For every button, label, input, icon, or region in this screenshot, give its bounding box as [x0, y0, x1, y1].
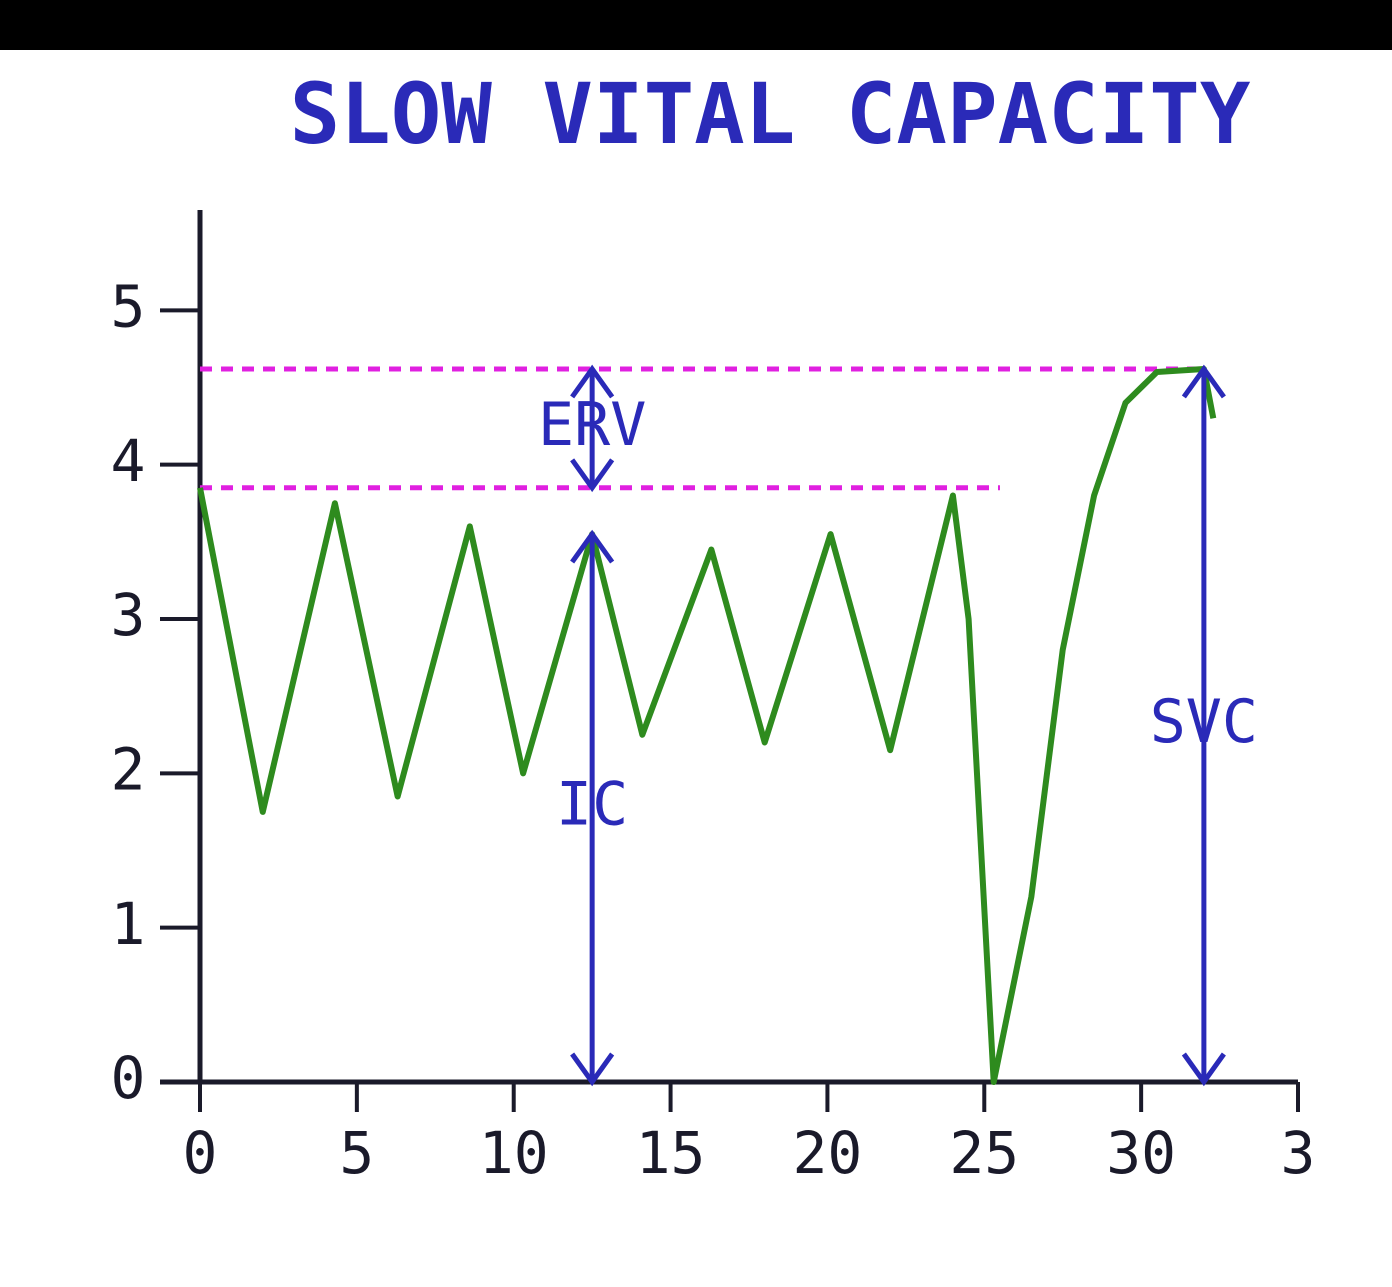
x-tick-label: 15 [636, 1119, 706, 1187]
y-tick-label: 4 [111, 427, 146, 495]
arrow-head [570, 458, 615, 493]
arrow-label: ERV [538, 390, 646, 460]
x-tick-label: 5 [339, 1119, 374, 1187]
y-tick-label: 3 [111, 581, 146, 649]
x-tick-label: 25 [949, 1119, 1019, 1187]
x-tick-label: 10 [479, 1119, 549, 1187]
arrow-label: IC [556, 770, 628, 840]
x-tick-label: 20 [793, 1119, 863, 1187]
arrow [1181, 364, 1226, 1087]
y-tick-label: 2 [111, 735, 146, 803]
arrow-head [1181, 364, 1226, 399]
top-bar [0, 0, 1392, 50]
y-tick-label: 0 [111, 1044, 146, 1112]
chart-title: SLOW VITAL CAPACITY [290, 65, 1251, 163]
arrow-head [570, 1052, 615, 1087]
arrow [570, 364, 615, 493]
x-tick-label: 0 [183, 1119, 218, 1187]
x-tick-label: 30 [1106, 1119, 1176, 1187]
arrow [570, 529, 615, 1087]
arrow-head [1181, 1052, 1226, 1087]
data-line [197, 365, 1217, 1085]
y-tick-label: 1 [111, 890, 146, 958]
arrow-head [570, 364, 615, 399]
x-tick-label: 3 [1281, 1119, 1316, 1187]
arrow-head [570, 529, 615, 564]
y-tick-label: 5 [111, 272, 146, 340]
arrow-label: SVC [1150, 687, 1258, 757]
